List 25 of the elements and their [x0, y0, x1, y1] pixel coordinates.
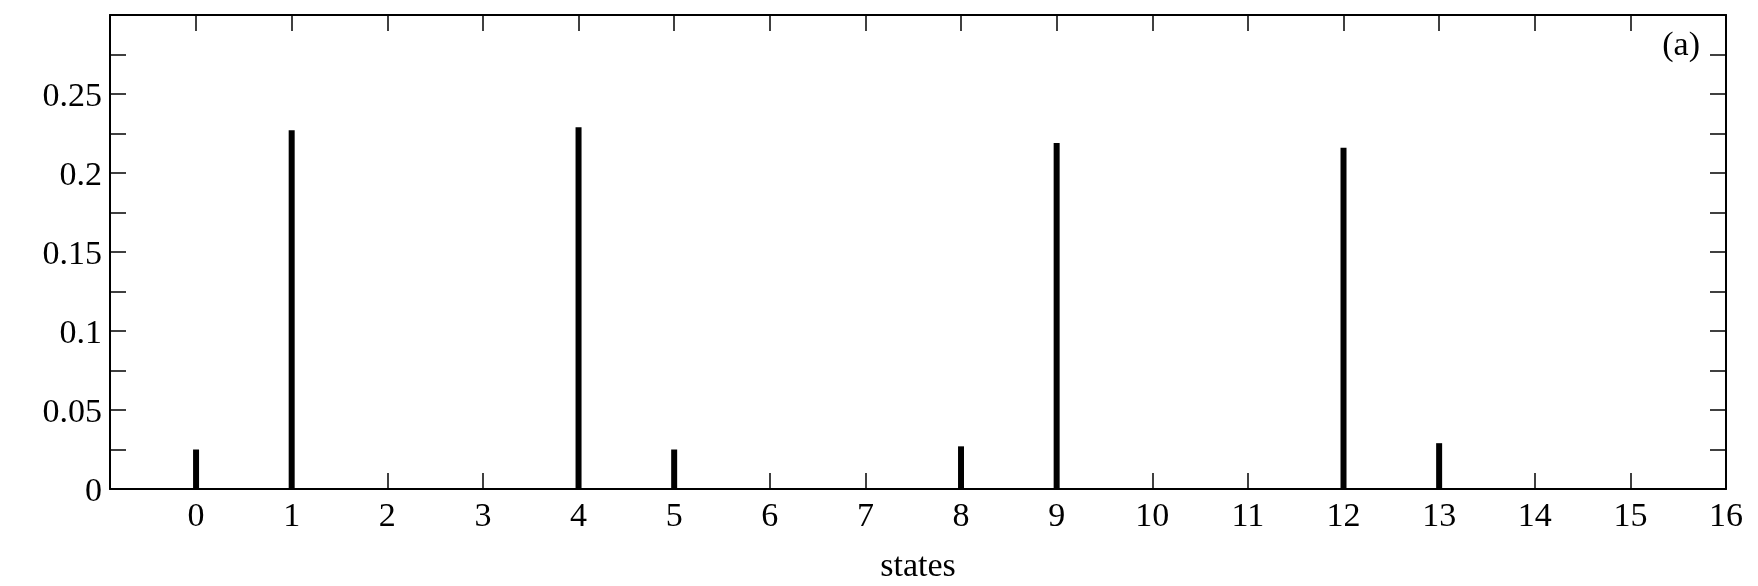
- y-tick-label: 0.25: [42, 75, 102, 113]
- x-tick-label: 3: [474, 495, 492, 533]
- y-tick-label: 0.1: [59, 312, 102, 350]
- x-tick-label: 8: [952, 495, 970, 533]
- x-tick-label: 1: [283, 495, 301, 533]
- x-tick-label: 13: [1422, 495, 1457, 533]
- x-tick-label: 6: [761, 495, 779, 533]
- x-tick-label: 15: [1613, 495, 1648, 533]
- x-axis-title: states: [880, 545, 956, 583]
- x-tick-label: 9: [1048, 495, 1066, 533]
- x-tick-label: 11: [1231, 495, 1265, 533]
- annotation: (a): [1662, 24, 1701, 63]
- x-tick-label: 4: [570, 495, 588, 533]
- x-tick-label: 14: [1517, 495, 1552, 533]
- x-tick-label: 12: [1326, 495, 1361, 533]
- y-tick-label: 0: [85, 470, 102, 508]
- y-tick-label: 0.05: [42, 391, 102, 429]
- x-tick-label: 2: [378, 495, 396, 533]
- y-tick-label: 0.15: [42, 233, 102, 271]
- x-tick-label: 7: [856, 495, 874, 533]
- y-tick-label: 0.2: [59, 154, 102, 192]
- x-tick-label: 5: [665, 495, 683, 533]
- x-tick-label: 0: [187, 495, 205, 533]
- x-tick-label: 16: [1709, 495, 1743, 533]
- x-tick-label: 10: [1135, 495, 1170, 533]
